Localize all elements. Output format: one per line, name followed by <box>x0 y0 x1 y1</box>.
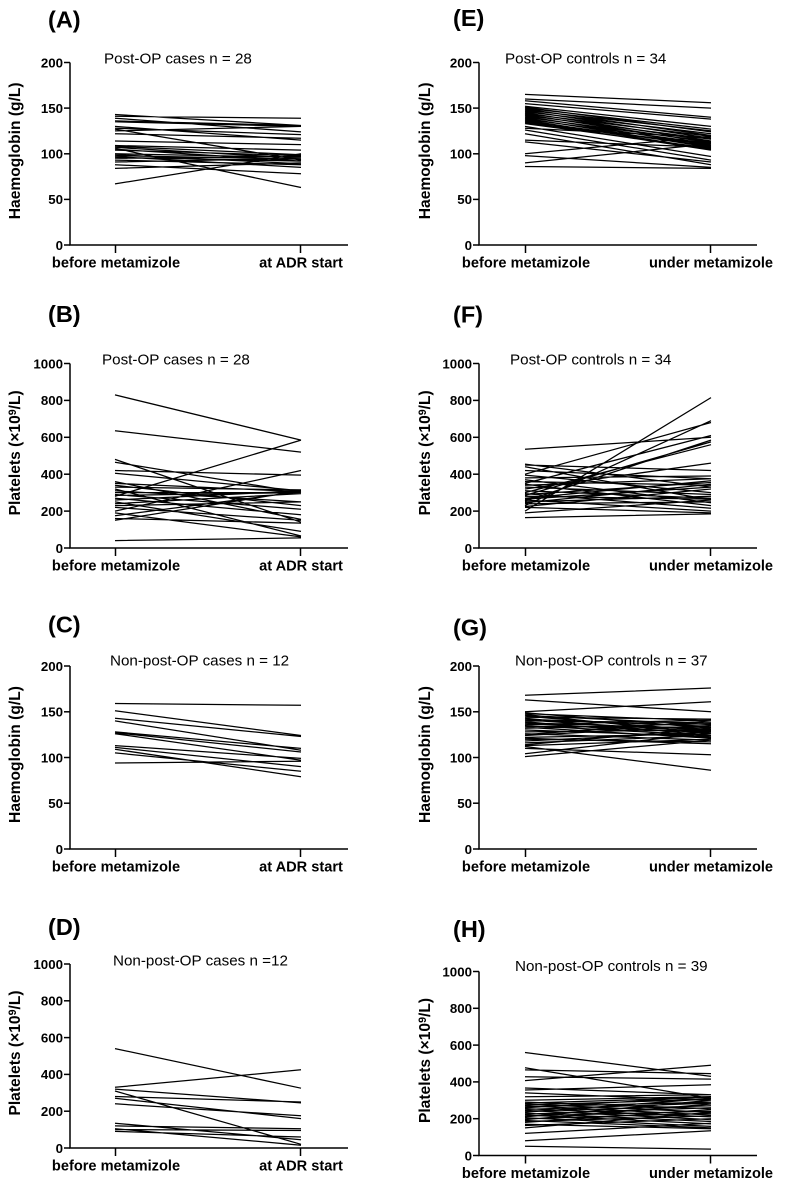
svg-text:Haemoglobin (g/L): Haemoglobin (g/L) <box>417 686 434 823</box>
svg-text:(C): (C) <box>48 612 81 638</box>
svg-text:0: 0 <box>56 842 63 857</box>
svg-text:200: 200 <box>41 659 63 674</box>
svg-text:0: 0 <box>56 238 63 253</box>
svg-text:1000: 1000 <box>442 356 472 371</box>
svg-text:at ADR start: at ADR start <box>259 1159 343 1175</box>
svg-text:Haemoglobin (g/L): Haemoglobin (g/L) <box>7 686 24 823</box>
svg-text:400: 400 <box>41 467 63 482</box>
svg-text:(A): (A) <box>48 7 81 33</box>
svg-text:before metamizole: before metamizole <box>462 256 590 272</box>
svg-text:before metamizole: before metamizole <box>52 860 180 876</box>
svg-text:200: 200 <box>41 1104 63 1119</box>
svg-text:Platelets (×109/L): Platelets (×109/L) <box>417 390 434 515</box>
svg-text:200: 200 <box>450 659 472 674</box>
svg-text:at ADR start: at ADR start <box>259 860 343 876</box>
svg-text:0: 0 <box>465 1148 472 1163</box>
svg-text:(D): (D) <box>48 914 81 940</box>
svg-text:under metamizole: under metamizole <box>649 256 773 272</box>
svg-text:under metamizole: under metamizole <box>649 1166 773 1182</box>
svg-text:400: 400 <box>450 1075 472 1090</box>
svg-text:100: 100 <box>450 750 472 765</box>
svg-text:1000: 1000 <box>33 957 63 972</box>
svg-text:600: 600 <box>41 430 63 445</box>
svg-text:100: 100 <box>450 147 472 162</box>
svg-text:Post-OP cases n = 28: Post-OP cases n = 28 <box>102 352 250 369</box>
svg-text:50: 50 <box>48 192 63 207</box>
svg-text:before metamizole: before metamizole <box>462 559 590 575</box>
svg-text:Non-post-OP cases n =12: Non-post-OP cases n =12 <box>113 952 288 969</box>
svg-text:Haemoglobin (g/L): Haemoglobin (g/L) <box>417 82 434 219</box>
svg-text:100: 100 <box>41 147 63 162</box>
svg-text:400: 400 <box>41 1067 63 1082</box>
svg-text:Platelets (×109/L): Platelets (×109/L) <box>417 998 434 1123</box>
svg-text:0: 0 <box>465 238 472 253</box>
svg-text:under metamizole: under metamizole <box>649 860 773 876</box>
svg-text:150: 150 <box>41 705 63 720</box>
svg-text:before metamizole: before metamizole <box>462 1166 590 1182</box>
svg-text:1000: 1000 <box>33 356 63 371</box>
svg-text:400: 400 <box>450 467 472 482</box>
svg-text:Non-post-OP controls n = 39: Non-post-OP controls n = 39 <box>515 958 708 975</box>
svg-text:Haemoglobin (g/L): Haemoglobin (g/L) <box>7 82 24 219</box>
svg-text:Post-OP cases n = 28: Post-OP cases n = 28 <box>104 51 252 68</box>
svg-text:(H): (H) <box>453 916 486 942</box>
svg-text:50: 50 <box>457 796 472 811</box>
svg-text:600: 600 <box>450 430 472 445</box>
svg-text:before metamizole: before metamizole <box>52 1159 180 1175</box>
svg-text:Post-OP controls n = 34: Post-OP controls n = 34 <box>505 51 666 68</box>
svg-text:50: 50 <box>48 796 63 811</box>
svg-text:before metamizole: before metamizole <box>52 559 180 575</box>
svg-text:before metamizole: before metamizole <box>462 860 590 876</box>
svg-text:200: 200 <box>450 55 472 70</box>
svg-text:Non-post-OP cases n = 12: Non-post-OP cases n = 12 <box>110 653 289 670</box>
svg-text:200: 200 <box>450 1112 472 1127</box>
svg-text:0: 0 <box>465 842 472 857</box>
svg-text:under metamizole: under metamizole <box>649 559 773 575</box>
svg-text:200: 200 <box>450 504 472 519</box>
svg-text:200: 200 <box>41 504 63 519</box>
svg-text:0: 0 <box>465 541 472 556</box>
svg-text:before metamizole: before metamizole <box>52 256 180 272</box>
svg-text:Post-OP controls n = 34: Post-OP controls n = 34 <box>510 352 671 369</box>
svg-text:1000: 1000 <box>442 964 472 979</box>
svg-text:800: 800 <box>41 393 63 408</box>
svg-text:150: 150 <box>450 101 472 116</box>
svg-text:50: 50 <box>457 192 472 207</box>
svg-text:100: 100 <box>41 750 63 765</box>
svg-text:(G): (G) <box>453 614 487 640</box>
svg-text:0: 0 <box>56 541 63 556</box>
svg-text:600: 600 <box>450 1038 472 1053</box>
svg-text:150: 150 <box>41 101 63 116</box>
svg-text:600: 600 <box>41 1030 63 1045</box>
svg-text:(E): (E) <box>453 5 484 31</box>
svg-text:Non-post-OP controls n = 37: Non-post-OP controls n = 37 <box>515 653 708 670</box>
svg-text:Platelets (×109/L): Platelets (×109/L) <box>7 990 24 1115</box>
svg-text:at ADR start: at ADR start <box>259 559 343 575</box>
svg-text:800: 800 <box>450 1001 472 1016</box>
svg-text:200: 200 <box>41 55 63 70</box>
svg-text:800: 800 <box>41 994 63 1009</box>
svg-text:(B): (B) <box>48 301 81 327</box>
svg-text:800: 800 <box>450 393 472 408</box>
svg-text:0: 0 <box>56 1141 63 1156</box>
svg-text:at ADR start: at ADR start <box>259 256 343 272</box>
svg-text:(F): (F) <box>453 301 483 327</box>
svg-text:150: 150 <box>450 705 472 720</box>
svg-text:Platelets (×109/L): Platelets (×109/L) <box>7 390 24 515</box>
